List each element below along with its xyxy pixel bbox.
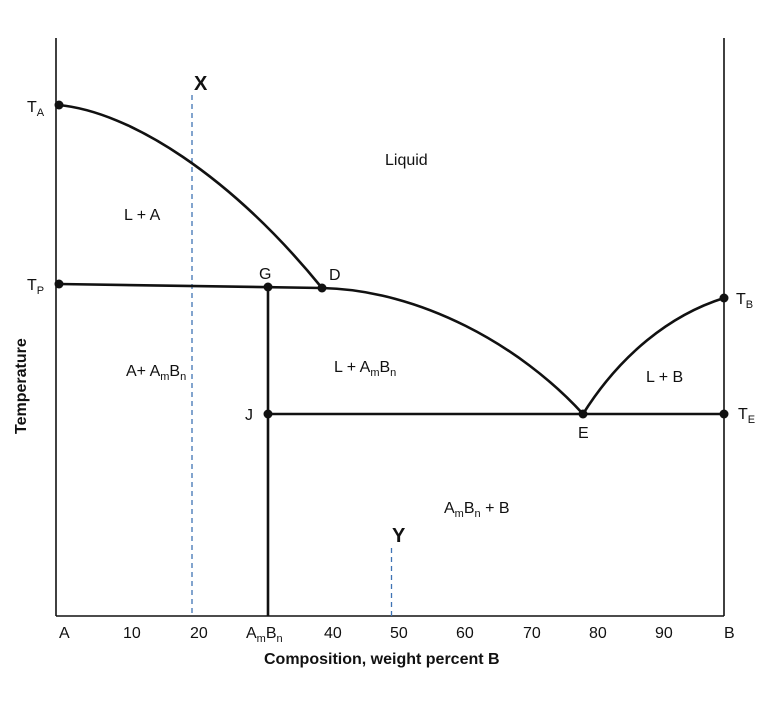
tick-20: 20 [190, 625, 208, 642]
tick-90: 90 [655, 625, 673, 642]
marker-y: Y [392, 525, 406, 547]
point-g [263, 282, 273, 292]
tick-b: B [724, 625, 735, 642]
point-d [317, 283, 327, 293]
x-axis-title: Composition, weight percent B [264, 651, 500, 668]
tick-10: 10 [123, 625, 141, 642]
tick-a: A [59, 625, 70, 642]
label-te: TE [738, 406, 755, 426]
tick-60: 60 [456, 625, 474, 642]
region-l-plus-ambn: L + AmBn [334, 359, 396, 379]
label-tb: TB [736, 291, 753, 311]
tick-80: 80 [589, 625, 607, 642]
liquidus-curve-b [581, 296, 725, 415]
tick-50: 50 [390, 625, 408, 642]
label-j: J [245, 407, 253, 424]
region-liquid: Liquid [385, 152, 428, 169]
point-te [719, 409, 729, 419]
region-ambn-plus-b: AmBn + B [444, 500, 510, 520]
x-tick-labels: A 10 20 AmBn 40 50 60 70 80 90 B [59, 625, 735, 645]
label-ta: TA [27, 99, 45, 119]
liquidus-curve-ambn [321, 286, 584, 415]
label-e: E [578, 425, 589, 442]
region-l-plus-a: L + A [124, 207, 161, 224]
peritectic-isotherm [58, 282, 323, 290]
region-l-plus-b: L + B [646, 369, 683, 386]
point-tb [719, 293, 729, 303]
point-tp [54, 279, 64, 289]
tick-70: 70 [523, 625, 541, 642]
label-tp: TP [27, 277, 44, 297]
label-d: D [329, 267, 341, 284]
tick-ambn: AmBn [246, 625, 283, 645]
y-axis-title: Temperature [13, 338, 30, 434]
liquidus-curve-a [58, 103, 324, 289]
tick-40: 40 [324, 625, 342, 642]
point-e [578, 409, 588, 419]
label-g: G [259, 266, 271, 283]
marker-x: X [194, 73, 208, 95]
region-a-plus-ambn: A+ AmBn [126, 363, 186, 383]
point-ta [54, 100, 64, 110]
point-j [263, 409, 273, 419]
